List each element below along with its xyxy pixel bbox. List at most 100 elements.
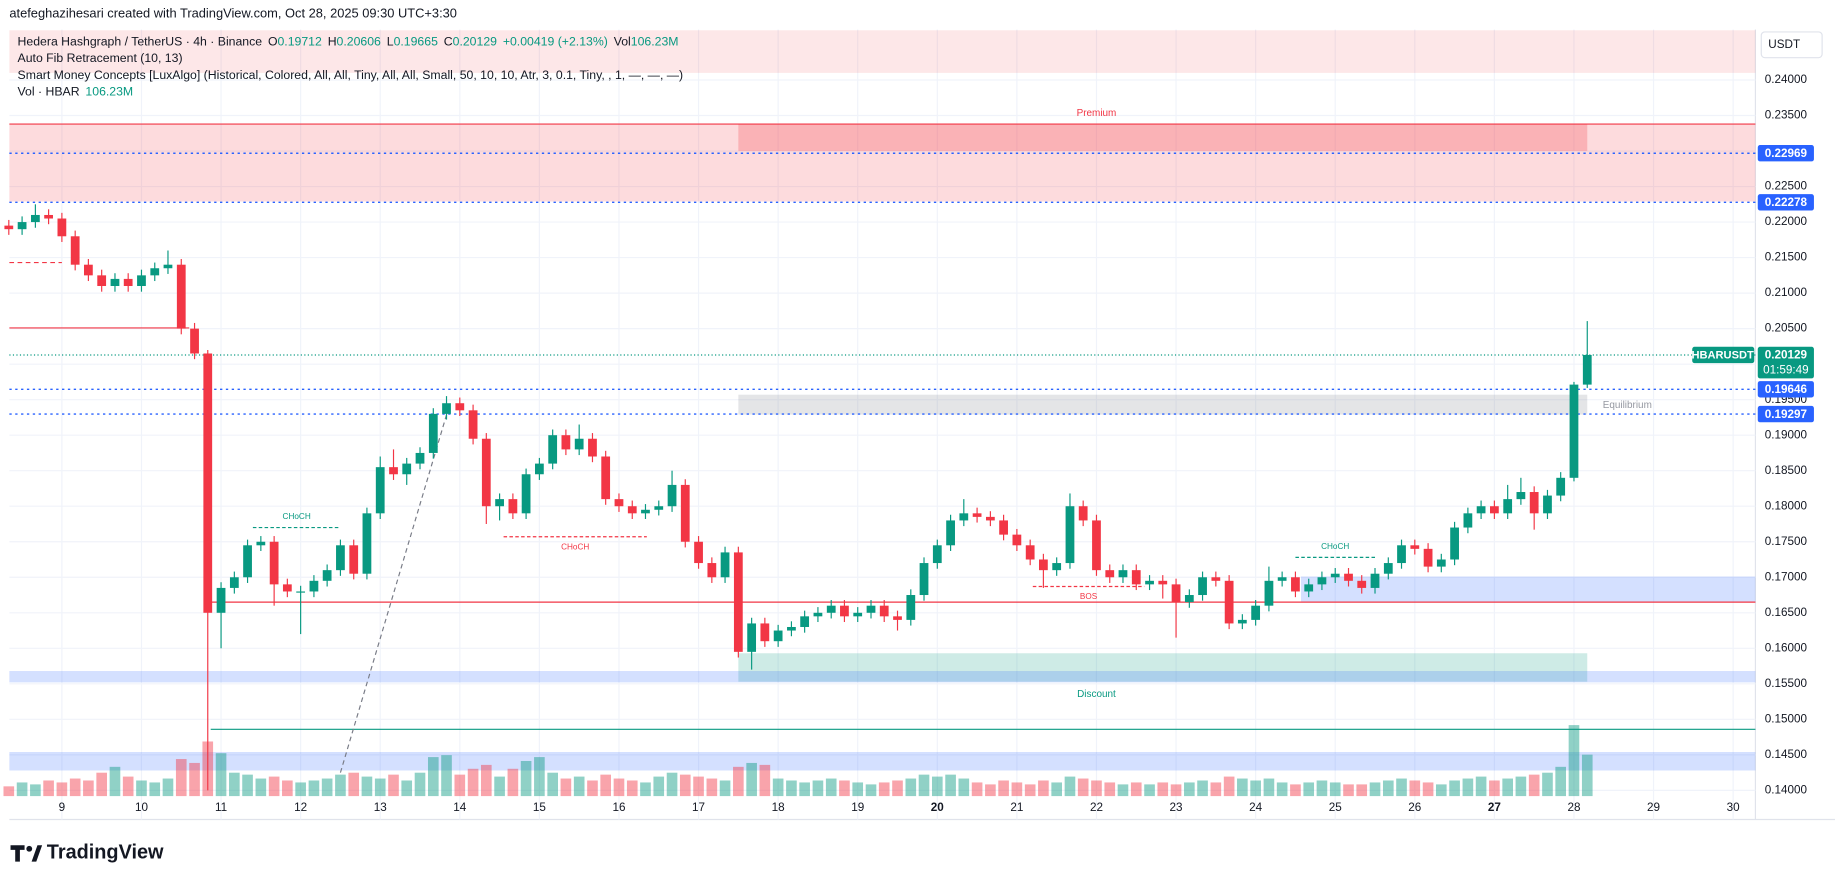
- structure-label: CHoCH: [283, 512, 311, 521]
- candle-body: [1450, 527, 1459, 560]
- zone-label: Discount: [1077, 689, 1116, 700]
- candle-body: [1224, 580, 1234, 624]
- volume-bar: [560, 778, 572, 797]
- candle-body: [1410, 545, 1420, 549]
- candle-body: [561, 435, 571, 450]
- volume-bar: [1369, 782, 1381, 797]
- volume-bar: [335, 774, 346, 797]
- candle-body: [1556, 477, 1566, 496]
- zone: [9, 752, 1756, 771]
- candle-body: [1158, 580, 1168, 585]
- volume-bar: [1250, 780, 1261, 797]
- volume-bar: [1382, 780, 1394, 797]
- candle-body: [932, 545, 942, 564]
- volume-bar: [1237, 778, 1248, 797]
- candle-body: [548, 435, 558, 464]
- candle-body: [296, 591, 306, 593]
- lines: [9, 123, 1756, 773]
- candle-body: [137, 275, 146, 287]
- zone: [9, 124, 1756, 202]
- level-label: 0.22278: [1765, 196, 1808, 209]
- countdown: 01:59:49: [1763, 363, 1809, 376]
- volume-bar: [839, 780, 850, 797]
- candle-body: [190, 328, 199, 354]
- candle-body: [1131, 570, 1141, 585]
- fib-trend: [339, 410, 449, 773]
- volume-bar: [1475, 776, 1487, 797]
- currency[interactable]: USDT: [1768, 38, 1800, 51]
- volume-bar: [308, 780, 320, 797]
- volume-bar: [1409, 780, 1421, 797]
- volume-bar: [162, 778, 174, 797]
- candle-body: [946, 520, 955, 546]
- volume-bar: [985, 784, 996, 797]
- x-tick-label: 12: [294, 801, 307, 814]
- legend-value: 106.23M: [631, 35, 679, 49]
- y-tick-label: 0.14500: [1765, 748, 1808, 761]
- candle-body: [707, 563, 717, 578]
- legend-key: C: [444, 35, 453, 49]
- volume-bar: [772, 778, 784, 797]
- volume-bar: [1117, 784, 1129, 797]
- candle-body: [1330, 573, 1340, 578]
- y-tick-label: 0.17000: [1765, 570, 1808, 583]
- candle-body: [1357, 580, 1367, 588]
- x-tick-label: 21: [1010, 801, 1023, 814]
- candle-body: [508, 499, 518, 514]
- candle-body: [1237, 619, 1247, 624]
- candle-body: [389, 467, 398, 475]
- legend-value: +0.00419 (+2.13%): [503, 35, 608, 49]
- candle-body: [1543, 495, 1552, 514]
- candle-body: [986, 516, 995, 521]
- y-tick-label: 0.21500: [1765, 251, 1808, 264]
- candle-body: [588, 438, 597, 457]
- candle-body: [1277, 577, 1287, 581]
- volume-bar: [122, 776, 134, 797]
- volume-bar: [83, 780, 94, 797]
- candle-body: [1383, 563, 1393, 574]
- volume-bar: [321, 778, 333, 797]
- volume-bar: [494, 776, 505, 797]
- volume-bar: [1356, 784, 1368, 797]
- y-tick-label: 0.14000: [1765, 783, 1808, 796]
- volume-bar: [3, 786, 15, 797]
- volume-bar: [1489, 780, 1500, 797]
- volume-bar: [786, 780, 797, 797]
- volume-bar: [441, 755, 452, 797]
- legend-row: Hedera Hashgraph / TetherUS · 4h · Binan…: [18, 35, 679, 49]
- candle-body: [826, 605, 836, 613]
- level-label: 0.22969: [1765, 147, 1808, 160]
- y-tick-label: 0.15000: [1765, 712, 1808, 725]
- volume-bar: [96, 772, 107, 797]
- candle-body: [906, 595, 916, 620]
- labels: 9 10 11 12 13 14 15 16 17 18 19 20 21 22 23 24 25 26 27 28 2…: [18, 35, 1814, 814]
- volume-bar: [1316, 780, 1328, 797]
- currency-box[interactable]: [1760, 31, 1823, 59]
- candle-body: [1092, 520, 1101, 571]
- candle-body: [1436, 559, 1446, 567]
- candle-body: [1184, 595, 1194, 603]
- volume-bar: [931, 776, 943, 797]
- candle-body: [760, 623, 770, 642]
- volume-bar: [1449, 780, 1460, 797]
- legend-key: Vol: [614, 35, 631, 49]
- x-tick-label: 22: [1090, 801, 1103, 814]
- x-tick-label: 27: [1488, 801, 1501, 814]
- volume-bar: [1091, 780, 1102, 797]
- volume-bars: [3, 725, 1593, 797]
- volume-bar: [520, 760, 532, 797]
- candle-body: [1025, 545, 1035, 560]
- price-label: 0.20129: [1765, 349, 1808, 362]
- x-tick-label: 11: [215, 801, 227, 814]
- structure-label: BOS: [1080, 592, 1098, 601]
- volume-bar: [361, 776, 373, 797]
- volume-bar: [719, 780, 731, 797]
- candle-body: [787, 626, 796, 631]
- volume-bar: [1197, 780, 1208, 797]
- candle-body: [879, 605, 889, 617]
- candle-body: [1344, 573, 1353, 581]
- x-tick-label: 14: [453, 801, 467, 814]
- candle-body: [163, 264, 173, 269]
- x-tick-label: 29: [1647, 801, 1660, 814]
